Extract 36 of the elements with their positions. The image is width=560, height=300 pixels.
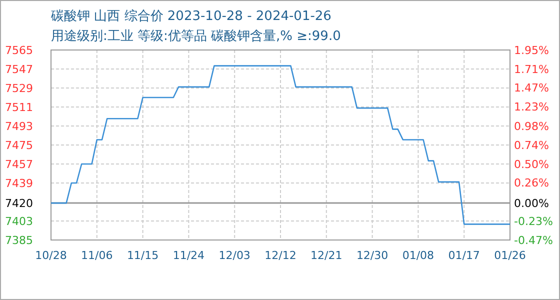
x-tick-label: 11/24 [172, 249, 205, 262]
y2-tick-label: 0.98% [514, 120, 549, 134]
y2-tick-label: 0.74% [514, 139, 549, 152]
y-tick-label: 7420 [5, 197, 33, 210]
x-tick-label: 11/15 [126, 249, 159, 262]
y-tick-label: 7475 [5, 139, 33, 152]
x-tick-label: 01/17 [448, 249, 480, 262]
x-tick-label: 12/12 [264, 249, 296, 262]
y-tick-label: 7403 [5, 215, 33, 228]
x-tick-label: 12/03 [218, 249, 250, 262]
y-tick-label: 7385 [5, 234, 33, 247]
y2-tick-label: 1.71% [514, 62, 549, 76]
x-tick-label: 01/26 [494, 249, 526, 262]
line-series [50, 65, 511, 225]
y-tick-label: 7511 [5, 101, 33, 114]
y2-tick-label: 1.95% [514, 44, 549, 57]
y2-tick-label: 0.00% [514, 197, 549, 210]
y-tick-label: 7439 [5, 177, 33, 190]
y-tick-label: 7547 [5, 63, 33, 76]
y2-tick-label: 0.50% [514, 158, 549, 171]
y2-tick-label: 1.47% [514, 82, 549, 95]
x-tick-label: 10/28 [35, 249, 67, 262]
y2-tick-label: -0.47% [514, 234, 553, 247]
y2-tick-label: -0.23% [514, 215, 553, 228]
x-tick-label: 01/08 [402, 249, 434, 262]
x-tick-label: 12/21 [310, 249, 342, 262]
chart-subtitle: 用途级别:工业 等级:优等品 碳酸钾含量,% ≥:99.0 [51, 29, 341, 44]
y-tick-label: 7565 [5, 44, 33, 57]
chart-title: 碳酸钾 山西 综合价 2023-10-28 - 2024-01-26 [50, 9, 332, 24]
y2-tick-label: 1.23% [514, 100, 549, 114]
x-tick-label: 12/30 [356, 249, 388, 262]
y-tick-label: 7493 [5, 120, 33, 133]
y2-tick-label: 0.26% [514, 176, 549, 190]
y-tick-label: 7529 [5, 82, 33, 95]
x-tick-label: 11/06 [81, 249, 113, 262]
y-tick-label: 7457 [5, 158, 33, 171]
